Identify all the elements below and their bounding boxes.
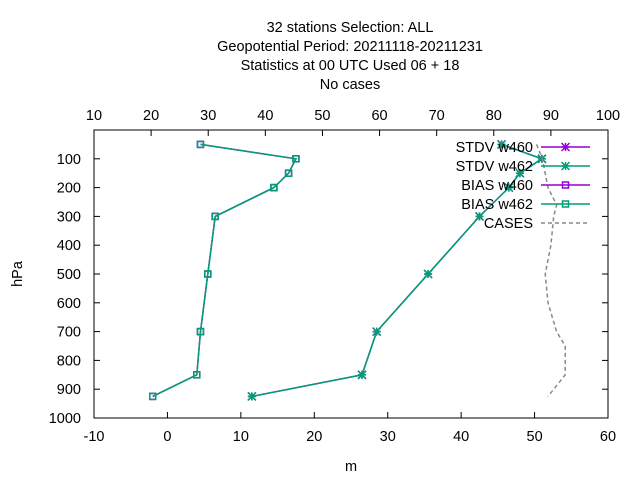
y-tick-label: 600 [57,296,81,312]
series-cases [535,144,566,397]
y-tick-label: 300 [57,209,81,225]
legend-label: CASES [484,216,533,232]
chart-title-line: Geopotential Period: 20211118-20211231 [217,39,483,55]
chart-title-line: Statistics at 00 UTC Used 06 + 18 [241,58,460,74]
y-tick-label: 900 [57,382,81,398]
x2-tick-label: 20 [143,108,159,124]
x2-tick-label: 100 [596,108,620,124]
y-tick-label: 1000 [49,411,81,427]
chart-title-line: No cases [320,77,380,93]
data-point [270,183,278,192]
legend: STDV w460 STDV w462 BIAS w460 BIAS w462 CASE… [456,140,590,232]
data-point [504,183,514,193]
data-point [148,392,157,401]
x2-tick-label: 80 [486,108,502,124]
y-tick-label: 800 [57,353,81,369]
series-line [152,143,298,398]
y-axis-label: hPa [10,260,26,287]
x2-tick-label: 30 [200,108,216,124]
data-point [247,391,257,401]
series-bias-w460 [148,140,300,401]
series-line [535,144,566,397]
data-point [196,140,205,149]
legend-marker [561,200,570,208]
legend-marker [560,142,571,152]
x-tick-label: 50 [527,429,543,445]
data-point [284,169,293,177]
data-point [496,139,507,149]
y-tick-label: 200 [57,181,81,197]
x-axis-label: m [345,459,357,475]
x-tick-label: 60 [600,429,616,445]
series-layer [148,139,566,401]
legend-label: STDV w462 [456,159,533,175]
x-tick-label: 10 [233,429,249,445]
data-point [474,211,485,221]
legend-label: STDV w460 [456,140,533,156]
chart-title-line: 32 stations Selection: ALL [267,20,434,36]
x2-tick-label: 60 [371,108,387,124]
x2-tick-label: 70 [429,108,445,124]
data-point [292,155,300,163]
y-tick-label: 500 [57,267,81,283]
data-point [193,371,201,379]
x2-tick-label: 40 [257,108,273,124]
x2-tick-label: 50 [314,108,330,124]
legend-marker [560,161,571,171]
y-tick-label: 400 [57,238,81,254]
chart-title: 32 stations Selection: ALL Geopotential P… [217,20,483,93]
series-line [152,143,298,398]
data-point [211,212,219,221]
legend-marker [561,181,570,189]
x-tick-label: 30 [380,429,396,445]
legend-label: BIAS w460 [461,178,533,194]
x-tick-label: 0 [163,429,171,445]
plot-axes: -10 0 10 20 30 40 50 60 10 20 30 40 50 60 70 80 90 100 100… [49,108,620,445]
data-point [423,269,433,279]
y-tick-label: 700 [57,325,81,341]
x-tick-label: -10 [84,429,105,445]
data-point [196,327,205,336]
x2-tick-label: 10 [86,108,102,124]
legend-label: BIAS w462 [461,197,533,213]
y-tick-label: 100 [57,152,81,168]
x2-tick-label: 90 [543,108,559,124]
data-point [357,370,367,380]
data-point [204,270,212,278]
x-tick-label: 40 [453,429,469,445]
series-stdv-w462 [247,139,547,401]
data-point [515,168,525,178]
x-tick-label: 20 [306,429,322,445]
series-bias-w462 [148,140,300,401]
data-point [372,327,382,337]
